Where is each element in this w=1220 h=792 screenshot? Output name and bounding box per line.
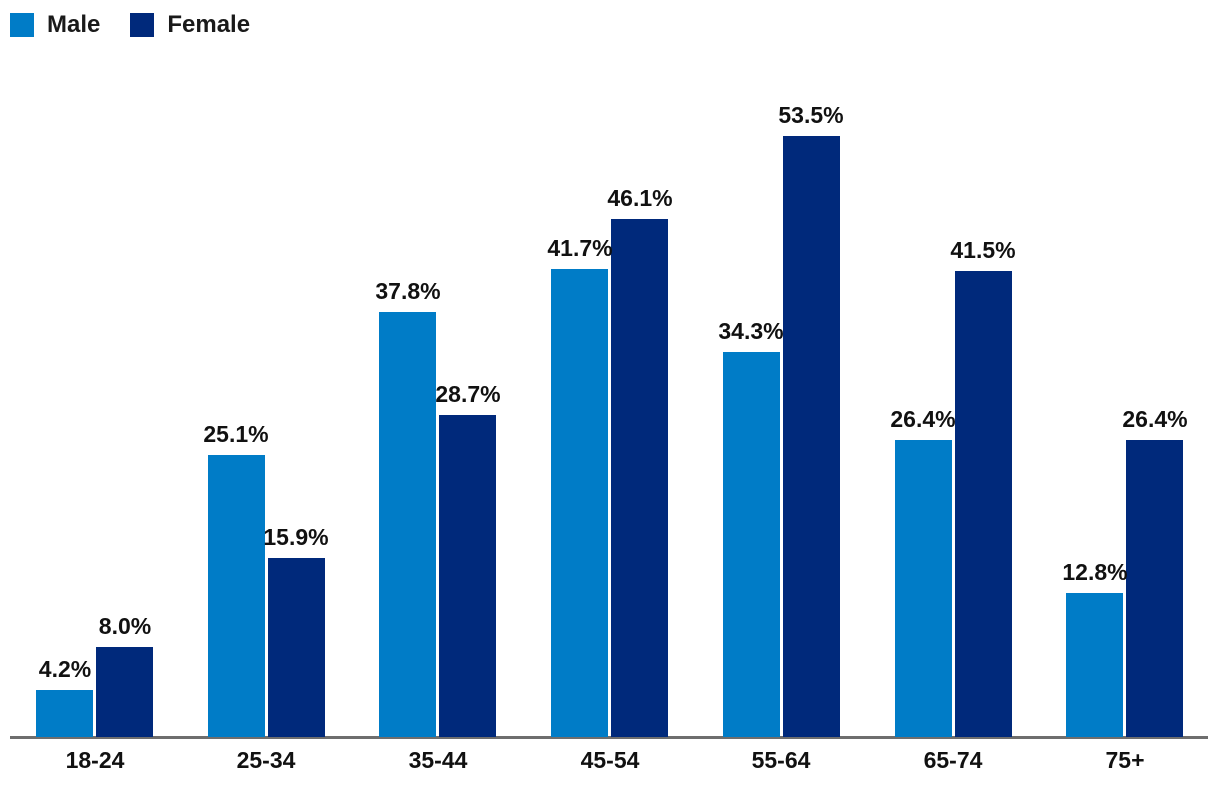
bar-female-55-64 <box>783 136 840 737</box>
value-label-male-18-24: 4.2% <box>38 656 92 682</box>
bar-male-35-44 <box>379 312 436 737</box>
bar-male-25-34 <box>208 455 265 737</box>
value-label-female-35-44: 28.7% <box>435 381 501 407</box>
female-swatch-icon <box>130 13 155 37</box>
bar-female-65-74 <box>955 271 1012 737</box>
bar-male-55-64 <box>723 352 780 737</box>
value-label-male-25-34: 25.1% <box>203 421 269 447</box>
bar-male-65-74 <box>895 440 952 737</box>
plot-area: 4.2% 8.0% 25.1% 15.9% 37.8% 28.7% 41.7% 46.1% 34… <box>0 57 1220 739</box>
value-label-female-18-24: 8.0% <box>98 613 152 639</box>
bar-female-25-34 <box>268 558 325 737</box>
value-label-male-75+: 12.8% <box>1062 559 1128 585</box>
bar-female-35-44 <box>439 415 496 737</box>
legend-label-male: Male <box>47 11 101 38</box>
value-label-female-65-74: 41.5% <box>950 237 1016 263</box>
x-tick-75+: 75+ <box>1105 747 1145 773</box>
x-tick-55-64: 55-64 <box>751 747 811 773</box>
legend-item-male[interactable]: Male <box>10 11 100 39</box>
bar-female-75+ <box>1126 440 1183 737</box>
value-label-female-45-54: 46.1% <box>607 185 673 211</box>
value-label-female-75+: 26.4% <box>1122 406 1188 432</box>
bar-male-45-54 <box>551 269 608 737</box>
x-axis-line <box>10 736 1208 739</box>
legend-item-female[interactable]: Female <box>130 11 250 39</box>
bar-female-45-54 <box>611 219 668 737</box>
value-label-female-25-34: 15.9% <box>263 524 329 550</box>
bar-female-18-24 <box>96 647 153 737</box>
value-label-male-45-54: 41.7% <box>547 235 613 261</box>
x-tick-65-74: 65-74 <box>923 747 983 773</box>
legend-label-female: Female <box>167 11 251 38</box>
bar-male-18-24 <box>36 690 93 737</box>
bar-male-75+ <box>1066 593 1123 737</box>
x-tick-25-34: 25-34 <box>236 747 296 773</box>
legend: Male Female <box>10 11 280 39</box>
value-label-male-55-64: 34.3% <box>718 318 784 344</box>
male-swatch-icon <box>10 13 34 37</box>
x-tick-45-54: 45-54 <box>580 747 640 773</box>
x-tick-35-44: 35-44 <box>408 747 468 773</box>
x-tick-18-24: 18-24 <box>65 747 125 773</box>
value-label-male-65-74: 26.4% <box>890 406 956 432</box>
value-label-male-35-44: 37.8% <box>375 278 441 304</box>
value-label-female-55-64: 53.5% <box>778 102 844 128</box>
